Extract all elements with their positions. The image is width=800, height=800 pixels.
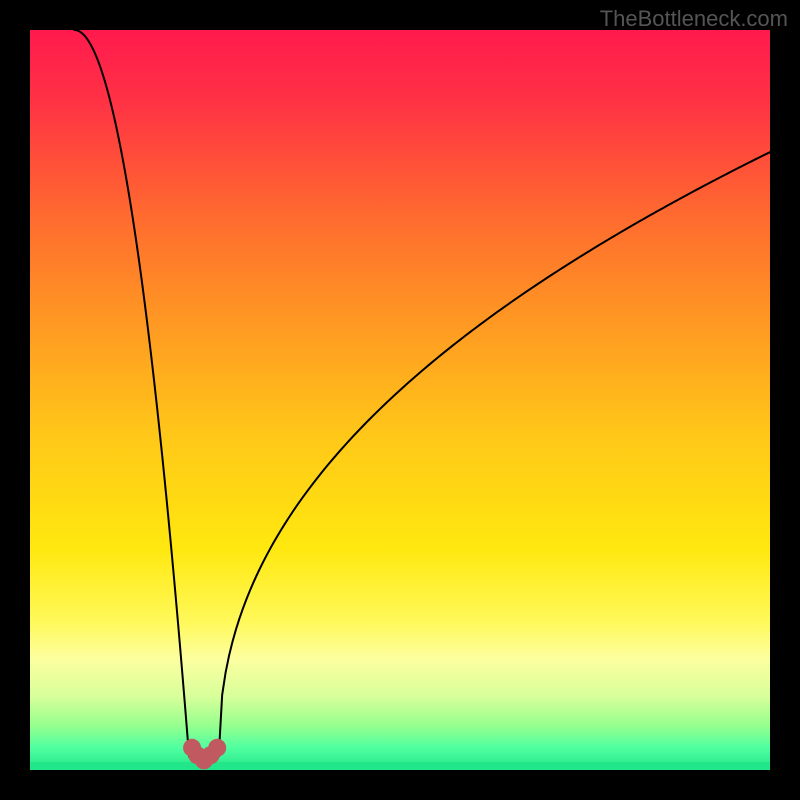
- gradient-background: [30, 30, 770, 770]
- bottom-green-line: [30, 762, 770, 770]
- chart-frame: TheBottleneck.com: [0, 0, 800, 800]
- plot-area: [30, 30, 770, 770]
- watermark-text: TheBottleneck.com: [600, 6, 788, 32]
- chart-svg: [30, 30, 770, 770]
- trough-marker: [208, 739, 226, 757]
